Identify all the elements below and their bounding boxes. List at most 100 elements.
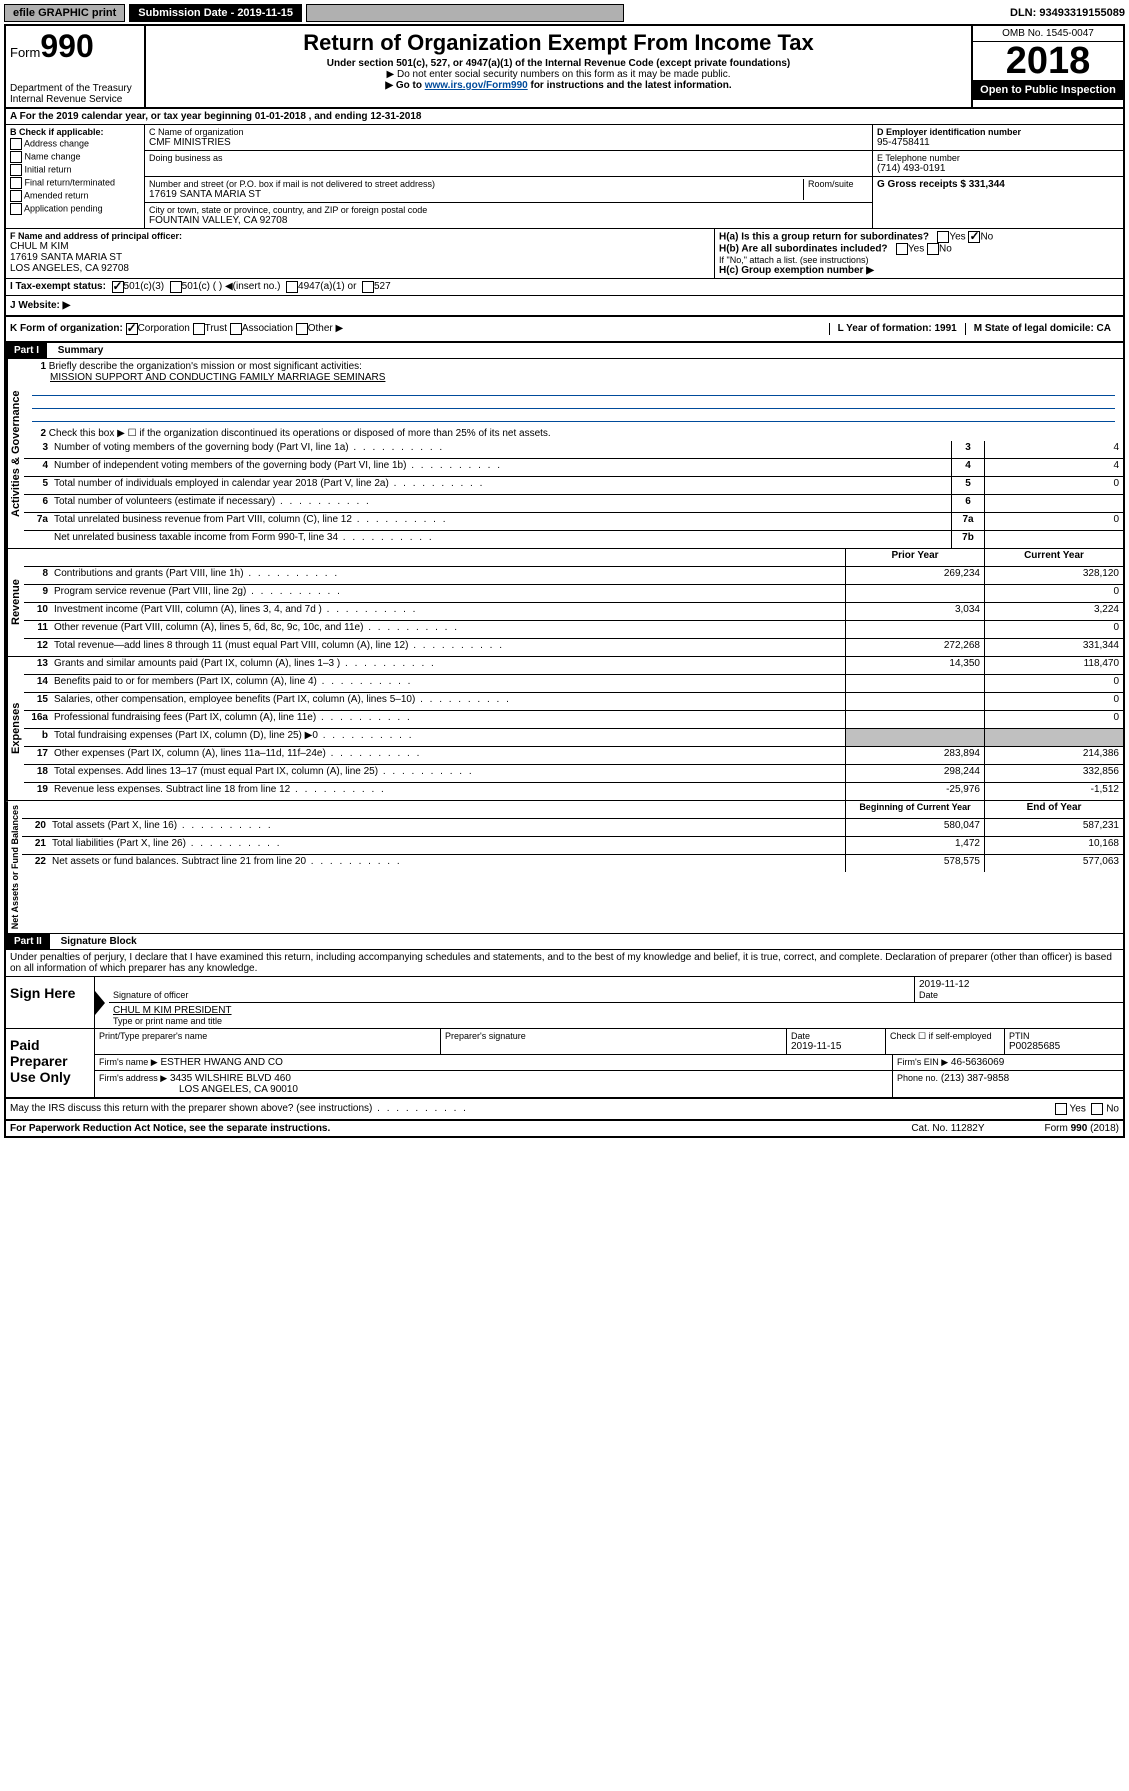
- ha-label: H(a) Is this a group return for subordin…: [719, 232, 929, 243]
- check-pending[interactable]: [10, 203, 22, 215]
- check-name[interactable]: [10, 151, 22, 163]
- efile-button[interactable]: efile GRAPHIC print: [4, 4, 125, 22]
- sign-here: Sign Here: [6, 977, 95, 1028]
- part1-subtitle: Summary: [50, 345, 104, 356]
- check-4947[interactable]: [286, 281, 298, 293]
- dept-treasury: Department of the Treasury: [10, 83, 140, 94]
- firm-addr2: LOS ANGELES, CA 90010: [99, 1084, 888, 1095]
- check-501c3[interactable]: [112, 281, 124, 293]
- org-address: 17619 SANTA MARIA ST: [149, 189, 803, 200]
- firm-addr-label: Firm's address ▶: [99, 1073, 167, 1083]
- prep-name-label: Print/Type preparer's name: [99, 1031, 436, 1041]
- check-501c[interactable]: [170, 281, 182, 293]
- officer-name: CHUL M KIM: [10, 241, 710, 252]
- footer: For Paperwork Reduction Act Notice, see …: [6, 1121, 1123, 1136]
- check-address[interactable]: [10, 138, 22, 150]
- mission: MISSION SUPPORT AND CONDUCTING FAMILY MA…: [28, 372, 1119, 383]
- col-c: C Name of organization CMF MINISTRIES Do…: [145, 125, 873, 228]
- type-label: Type or print name and title: [113, 1016, 1119, 1026]
- check-trust[interactable]: [193, 323, 205, 335]
- m-state: M State of legal domicile: CA: [965, 323, 1119, 335]
- table-row: 13Grants and similar amounts paid (Part …: [24, 657, 1123, 675]
- ein-value: 95-4758411: [877, 137, 1119, 148]
- i-opt3: 4947(a)(1) or: [298, 281, 356, 293]
- table-row: 8Contributions and grants (Part VIII, li…: [24, 567, 1123, 585]
- check-amended[interactable]: [10, 190, 22, 202]
- firm-phone: (213) 387-9858: [941, 1073, 1009, 1084]
- hb-no[interactable]: [927, 243, 939, 255]
- part-2-header-row: Part II Signature Block: [6, 934, 1123, 950]
- k-label: K Form of organization:: [10, 323, 123, 335]
- summary-governance: Activities & Governance 1 Briefly descri…: [6, 359, 1123, 549]
- goto-post: for instructions and the latest informat…: [528, 80, 732, 91]
- discuss-row: May the IRS discuss this return with the…: [6, 1099, 1123, 1121]
- table-row: 11Other revenue (Part VIII, column (A), …: [24, 621, 1123, 639]
- form-title: Return of Organization Exempt From Incom…: [150, 30, 967, 56]
- table-row: 12Total revenue—add lines 8 through 11 (…: [24, 639, 1123, 656]
- gross-receipts: G Gross receipts $ 331,344: [877, 179, 1119, 190]
- i-opt4: 527: [374, 281, 391, 293]
- part2-subtitle: Signature Block: [53, 936, 137, 947]
- irs-link[interactable]: www.irs.gov/Form990: [425, 80, 528, 91]
- section-f: F Name and address of principal officer:…: [6, 229, 715, 278]
- section-h: H(a) Is this a group return for subordin…: [715, 229, 1123, 278]
- ha-yes[interactable]: [937, 231, 949, 243]
- check-self: Check ☐ if self-employed: [890, 1031, 1000, 1042]
- check-527[interactable]: [362, 281, 374, 293]
- summary-netassets: Net Assets or Fund Balances Beginning of…: [6, 801, 1123, 934]
- ha-no[interactable]: [968, 231, 980, 243]
- check-other[interactable]: [296, 323, 308, 335]
- paperwork-notice: For Paperwork Reduction Act Notice, see …: [10, 1123, 330, 1134]
- discuss-yes[interactable]: [1055, 1103, 1067, 1115]
- prep-sig-label: Preparer's signature: [445, 1031, 782, 1041]
- i-opt2: 501(c) ( ) ◀(insert no.): [182, 281, 281, 293]
- sig-date: 2019-11-12: [919, 979, 1119, 990]
- section-bcd: B Check if applicable: Address change Na…: [6, 125, 1123, 229]
- b-opt-1: Name change: [25, 151, 81, 161]
- hc-label: H(c) Group exemption number ▶: [719, 265, 1119, 276]
- col-prior: Prior Year: [845, 549, 984, 566]
- sign-here-section: Sign Here Signature of officer 2019-11-1…: [6, 977, 1123, 1029]
- table-row: 3Number of voting members of the governi…: [24, 441, 1123, 459]
- declaration: Under penalties of perjury, I declare th…: [6, 950, 1123, 977]
- check-initial[interactable]: [10, 164, 22, 176]
- ein-label: D Employer identification number: [877, 127, 1119, 137]
- header-left: Form990 Department of the Treasury Inter…: [6, 26, 146, 107]
- form-subtitle: Under section 501(c), 527, or 4947(a)(1)…: [150, 58, 967, 69]
- hb-yes[interactable]: [896, 243, 908, 255]
- discuss-no[interactable]: [1091, 1103, 1103, 1115]
- no-label: No: [1106, 1104, 1119, 1115]
- dln: DLN: 93493319155089: [1010, 7, 1125, 19]
- ptin-value: P00285685: [1009, 1041, 1119, 1052]
- blank-button: [306, 4, 624, 22]
- form-header: Form990 Department of the Treasury Inter…: [6, 26, 1123, 109]
- officer-typed: CHUL M KIM PRESIDENT: [113, 1005, 1119, 1016]
- check-corp[interactable]: [126, 323, 138, 335]
- c-name-label: C Name of organization: [149, 127, 868, 137]
- city-label: City or town, state or province, country…: [149, 205, 868, 215]
- table-row: Net unrelated business taxable income fr…: [24, 531, 1123, 548]
- officer-addr2: LOS ANGELES, CA 92708: [10, 263, 710, 274]
- k-opt0: Corporation: [138, 323, 190, 335]
- dba-label: Doing business as: [149, 153, 868, 163]
- table-row: bTotal fundraising expenses (Part IX, co…: [24, 729, 1123, 747]
- side-expenses: Expenses: [6, 657, 24, 800]
- check-final[interactable]: [10, 177, 22, 189]
- table-row: 10Investment income (Part VIII, column (…: [24, 603, 1123, 621]
- form-990: Form990 Department of the Treasury Inter…: [4, 24, 1125, 1138]
- header-middle: Return of Organization Exempt From Incom…: [146, 26, 971, 107]
- note-ssn: ▶ Do not enter social security numbers o…: [150, 69, 967, 80]
- b-opt-4: Amended return: [24, 190, 89, 200]
- firm-phone-label: Phone no.: [897, 1073, 938, 1083]
- table-row: 17Other expenses (Part IX, column (A), l…: [24, 747, 1123, 765]
- hb-note: If "No," attach a list. (see instruction…: [719, 255, 1119, 265]
- form-number: 990: [40, 28, 93, 64]
- check-assoc[interactable]: [230, 323, 242, 335]
- firm-name-label: Firm's name ▶: [99, 1057, 158, 1067]
- tax-year: 2018: [973, 42, 1123, 80]
- col-d: D Employer identification number 95-4758…: [873, 125, 1123, 228]
- arrow-icon: [95, 991, 105, 1015]
- part2-title: Part II: [6, 934, 50, 949]
- summary-revenue: Revenue Prior Year Current Year 8Contrib…: [6, 549, 1123, 657]
- table-row: 16aProfessional fundraising fees (Part I…: [24, 711, 1123, 729]
